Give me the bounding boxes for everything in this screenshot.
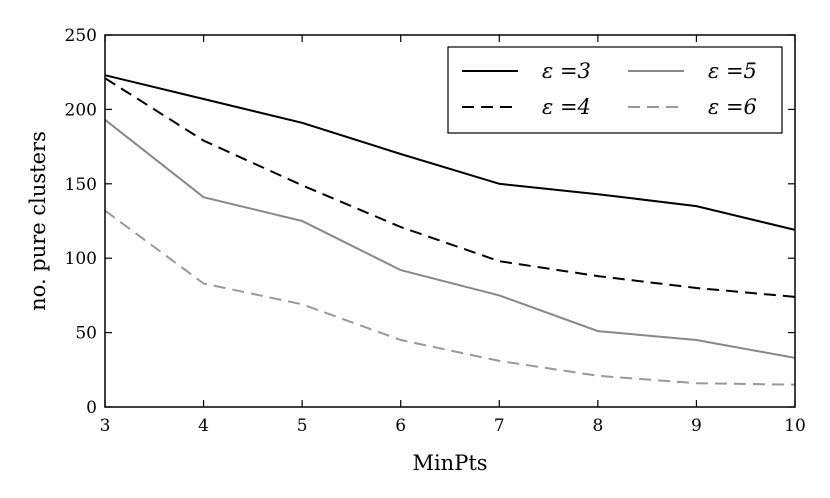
x-axis-label: MinPts xyxy=(412,451,487,475)
x-tick-label: 10 xyxy=(784,416,806,436)
legend-frame xyxy=(447,46,783,134)
y-tick-label: 50 xyxy=(75,324,97,344)
plot-frame xyxy=(104,34,796,408)
series-layer xyxy=(104,74,796,386)
legend-label-1: ε =3 xyxy=(542,59,591,83)
series-line-2 xyxy=(104,77,796,298)
x-tick-label: 9 xyxy=(691,416,702,436)
legend: ε =3 ε =4 ε =5 ε =6 xyxy=(447,46,783,134)
series-line-4 xyxy=(104,209,796,386)
legend-label-4: ε =6 xyxy=(708,95,757,119)
series-line-1 xyxy=(104,74,796,231)
y-axis-label: no. pure clusters xyxy=(26,131,50,311)
x-tick-label: 4 xyxy=(198,416,209,436)
y-tick-label: 150 xyxy=(65,175,97,195)
x-tick-label: 6 xyxy=(395,416,406,436)
x-tick-label: 7 xyxy=(494,416,505,436)
series-line-3 xyxy=(104,119,796,359)
x-tick-label: 8 xyxy=(592,416,603,436)
y-tick-label: 200 xyxy=(65,100,97,120)
y-tick-label: 0 xyxy=(86,398,97,418)
legend-label-2: ε =4 xyxy=(542,95,591,119)
x-tick-label: 3 xyxy=(100,416,111,436)
legend-label-3: ε =5 xyxy=(708,59,757,83)
y-tick-label: 250 xyxy=(65,26,97,46)
y-tick-label: 100 xyxy=(65,249,97,269)
x-tick-label: 5 xyxy=(297,416,308,436)
